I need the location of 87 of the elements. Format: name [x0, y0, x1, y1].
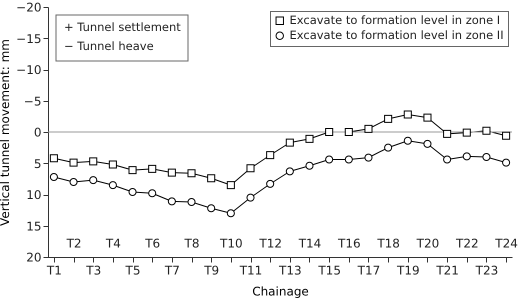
x-tick-label: T5 — [124, 264, 141, 278]
point — [325, 128, 334, 136]
y-tick-label: 10 — [26, 188, 42, 202]
x-tick-label: T9 — [203, 264, 220, 278]
point — [50, 154, 58, 162]
point — [108, 181, 117, 190]
point — [344, 155, 353, 164]
x-tick-label: T1 — [46, 264, 62, 278]
point — [207, 174, 216, 182]
y-tick-label: 5 — [34, 156, 42, 171]
x-tick-label: T11 — [238, 264, 262, 278]
x-tick-label: T15 — [317, 264, 341, 278]
point — [226, 181, 235, 190]
point — [70, 178, 78, 186]
point — [187, 198, 196, 206]
x-tick-label: T22 — [454, 236, 479, 250]
point — [266, 180, 274, 188]
point — [108, 160, 117, 169]
point — [128, 166, 137, 174]
x-tick-label: T21 — [435, 264, 459, 278]
point — [207, 204, 216, 212]
point — [364, 124, 373, 133]
point — [89, 157, 98, 166]
y-tick-label: −5 — [24, 94, 42, 108]
point — [246, 164, 255, 172]
point — [128, 188, 137, 196]
y-tick-label: 20 — [26, 250, 42, 264]
y-tick-label: 0 — [34, 126, 42, 140]
point — [226, 209, 235, 218]
x-tick-label: T17 — [356, 264, 380, 278]
point — [305, 162, 314, 170]
point — [384, 144, 392, 152]
x-tick-label: T10 — [219, 236, 243, 250]
annotation: − Tunnel heave — [64, 39, 154, 53]
point — [482, 152, 490, 162]
point — [148, 164, 156, 173]
x-tick-label: T18 — [376, 236, 400, 250]
point — [305, 134, 314, 143]
point — [266, 151, 274, 160]
x-tick-label: T14 — [298, 236, 322, 250]
legend-label: Excavate to formation level in zone II — [290, 28, 504, 42]
point — [404, 110, 412, 119]
point — [482, 126, 490, 135]
point — [50, 172, 58, 182]
y-tick-label: −15 — [16, 32, 42, 46]
x-tick-label: T13 — [278, 264, 302, 278]
point — [502, 132, 510, 140]
y-tick-label: −20 — [16, 0, 42, 14]
point — [70, 158, 78, 167]
point — [443, 155, 452, 164]
x-tick-label: T24 — [494, 236, 518, 250]
x-tick-label: T23 — [474, 264, 498, 278]
x-axis-title: Chainage — [252, 284, 309, 298]
point — [423, 140, 432, 148]
x-tick-label: T4 — [104, 236, 121, 250]
x-tick-label: T6 — [144, 236, 160, 250]
point — [168, 197, 176, 206]
point — [462, 152, 471, 160]
point — [187, 169, 196, 178]
point — [443, 130, 452, 138]
x-tick-label: T12 — [258, 236, 282, 250]
point — [325, 155, 334, 164]
x-tick-label: T19 — [396, 264, 420, 278]
x-tick-label: T7 — [164, 264, 180, 278]
point — [462, 128, 471, 137]
point — [423, 114, 432, 122]
y-axis-title: Vertical tunnel movement: mm — [0, 39, 12, 226]
y-tick-label: −10 — [16, 63, 42, 77]
point — [364, 154, 373, 162]
point — [286, 138, 294, 147]
x-tick-label: T3 — [85, 264, 102, 278]
point — [286, 167, 294, 176]
point — [148, 189, 156, 198]
x-tick-label: T2 — [66, 236, 82, 250]
point — [246, 194, 255, 202]
point — [404, 136, 412, 145]
point — [168, 168, 176, 177]
point — [384, 114, 392, 123]
annotation: + Tunnel settlement — [64, 20, 182, 34]
x-tick-label: T16 — [337, 236, 361, 250]
legend-label: Excavate to formation level in zone I — [290, 12, 500, 27]
point — [502, 158, 510, 167]
point — [89, 176, 98, 184]
point — [344, 128, 353, 136]
y-tick-label: 15 — [26, 219, 42, 234]
x-tick-label: T20 — [416, 236, 440, 250]
x-tick-label: T8 — [184, 236, 200, 250]
